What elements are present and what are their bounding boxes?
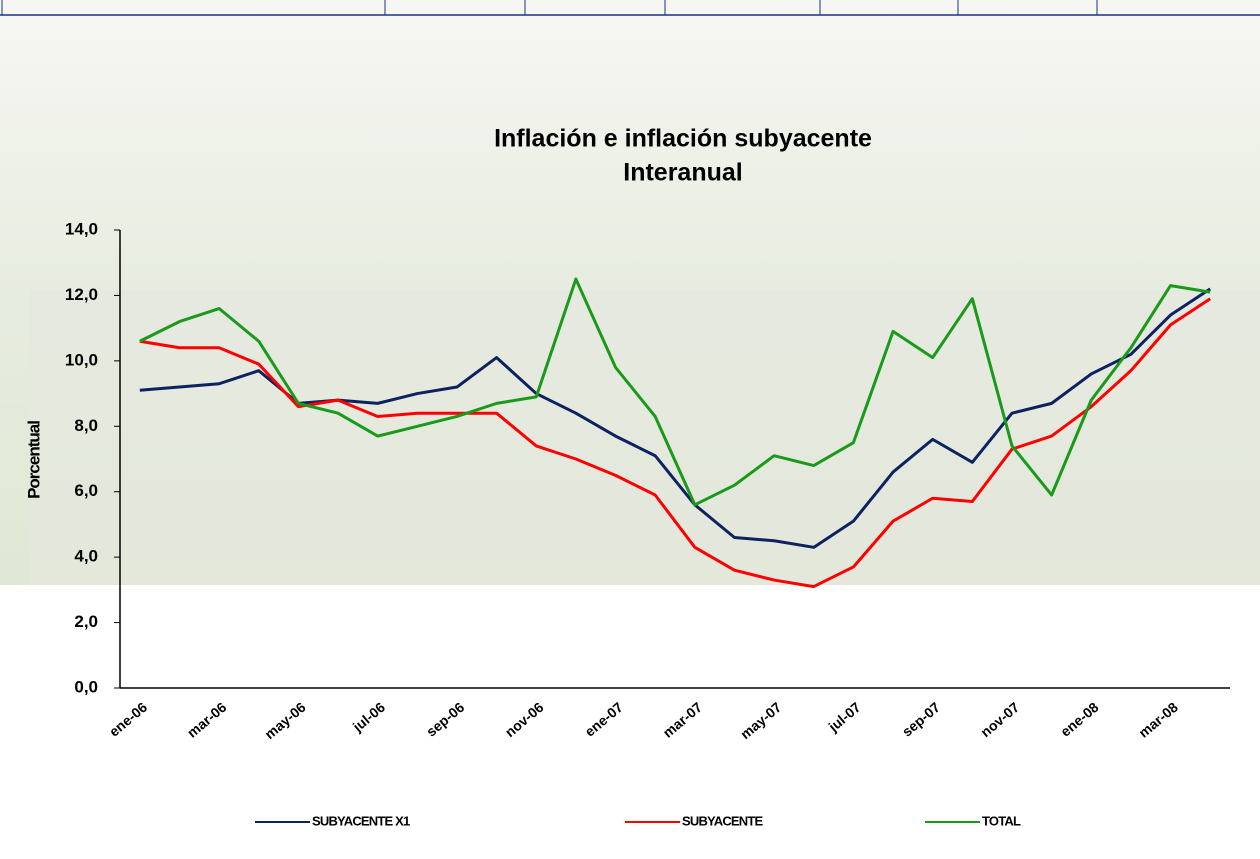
page: Inflación e inflación subyacente Interan… [0, 0, 1260, 859]
x-tick-label: mar-08 [1135, 699, 1181, 741]
chart-title: Inflación e inflación subyacente [494, 125, 872, 153]
y-tick-label: 0,0 [74, 677, 98, 696]
y-tick-label: 4,0 [74, 547, 98, 566]
x-tick-label: sep-07 [899, 699, 943, 740]
x-tick-label: ene-07 [582, 699, 626, 740]
y-tick-label: 6,0 [74, 481, 98, 500]
x-tick-label: may-07 [737, 699, 784, 742]
x-tick-label: ene-08 [1057, 699, 1101, 740]
x-tick-label: ene-06 [106, 699, 150, 740]
x-tick-label: may-06 [261, 699, 308, 742]
y-tick-label: 12,0 [65, 285, 98, 304]
legend-label: TOTAL [982, 813, 1021, 828]
y-tick-label: 8,0 [74, 416, 98, 435]
chart-subtitle: Interanual [623, 159, 742, 187]
y-tick-label: 10,0 [65, 350, 98, 369]
x-tick-label: nov-07 [977, 699, 1022, 740]
chart: Inflación e inflación subyacente Interan… [0, 0, 1260, 859]
x-tick-label: mar-06 [184, 699, 230, 741]
legend-label: SUBYACENTE X1 [312, 813, 410, 828]
legend-label: SUBYACENTE [682, 813, 764, 828]
x-tick-label: nov-06 [502, 699, 547, 740]
x-tick-label: jul-07 [825, 699, 864, 736]
y-axis-label: Porcentual [24, 421, 43, 499]
x-tick-label: jul-06 [349, 699, 388, 736]
y-tick-label: 14,0 [65, 219, 98, 238]
x-tick-label: mar-07 [660, 699, 706, 741]
y-tick-label: 2,0 [74, 612, 98, 631]
x-tick-label: sep-06 [423, 699, 467, 740]
